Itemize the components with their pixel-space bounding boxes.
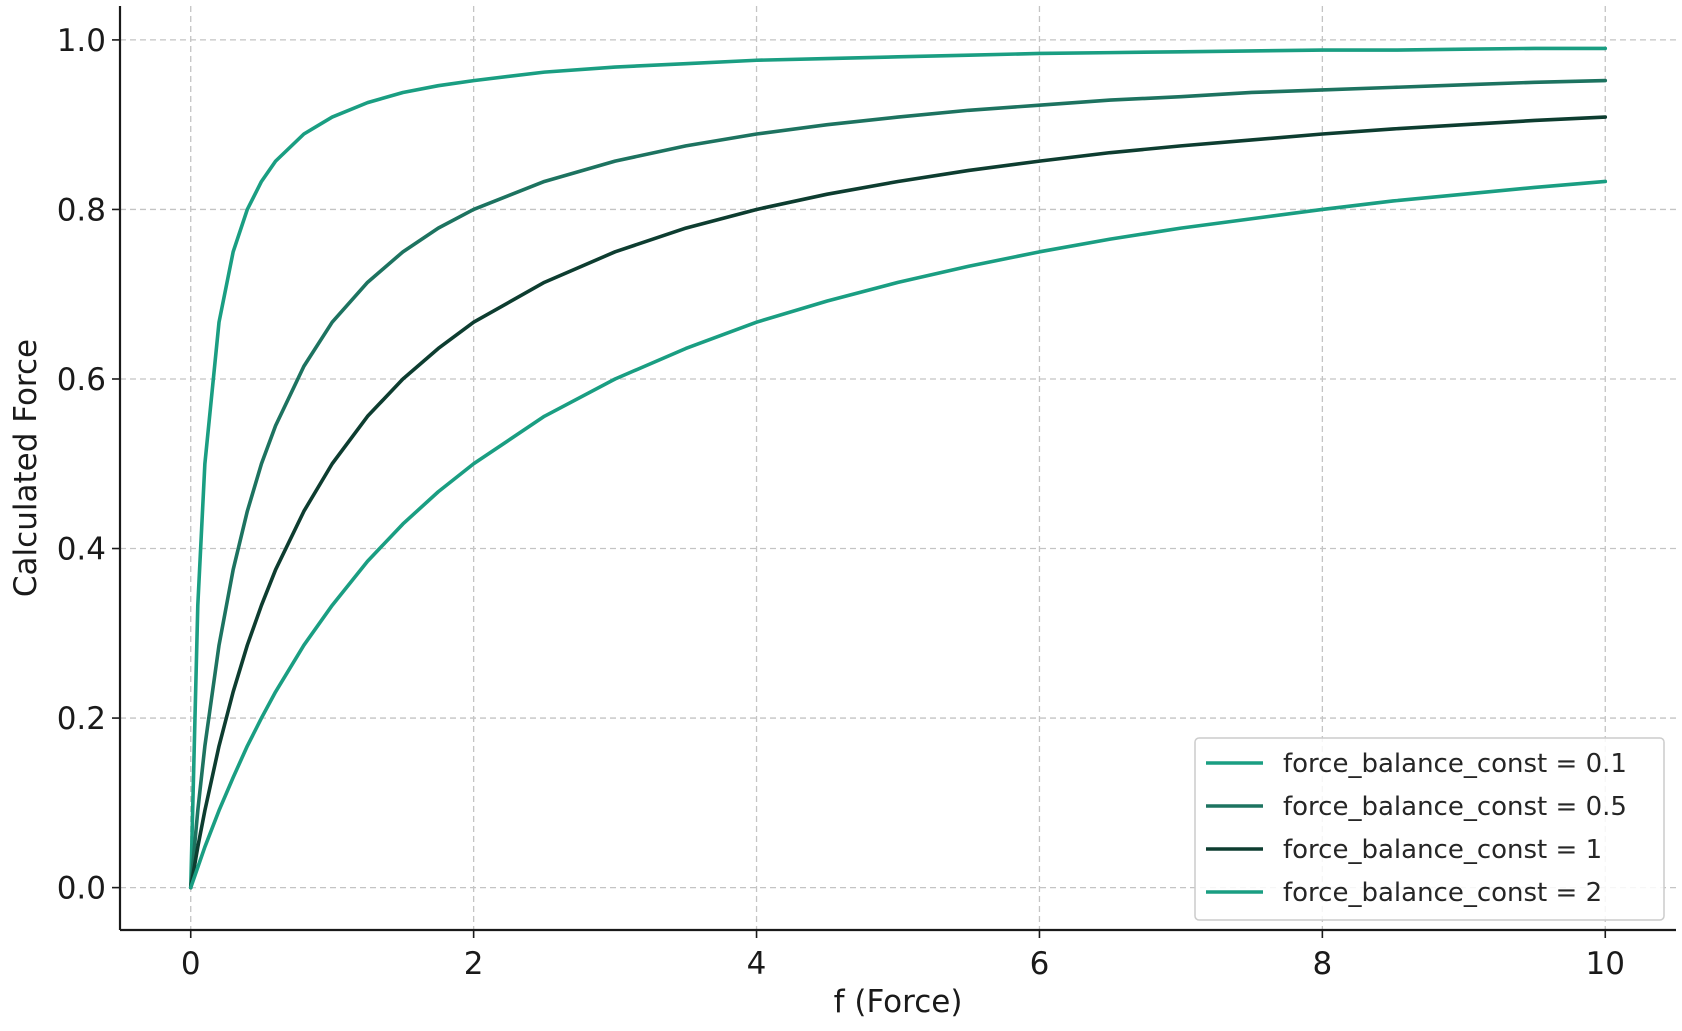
x-tick-label: 2 [464, 946, 484, 982]
y-tick-label: 0.2 [57, 701, 106, 737]
ticks: 0 2 4 6 8 10 0.0 0.2 0.4 0.6 0.8 1.0 [57, 23, 1625, 982]
series-line-3 [188, 115, 1608, 890]
x-tick-label: 6 [1030, 946, 1050, 982]
legend-label-2: force_balance_const = 0.5 [1283, 792, 1627, 822]
y-tick-label: 0.4 [57, 532, 106, 568]
series-line-2 [188, 78, 1608, 890]
y-tick-label: 0.6 [57, 362, 106, 398]
legend-label-3: force_balance_const = 1 [1283, 835, 1602, 865]
x-tick-label: 0 [181, 946, 201, 982]
y-tick-label: 0.0 [57, 871, 106, 907]
legend: force_balance_const = 0.1 force_balance_c… [1194, 737, 1665, 921]
legend-label-1: force_balance_const = 0.1 [1283, 749, 1627, 779]
y-tick-label: 1.0 [57, 23, 106, 59]
legend-box [1194, 737, 1665, 921]
x-axis-label: f (Force) [834, 984, 963, 1020]
legend-label-4: force_balance_const = 2 [1283, 878, 1602, 908]
series-lines [188, 46, 1608, 890]
x-tick-label: 8 [1312, 946, 1332, 982]
series-line-4 [188, 179, 1608, 890]
legend-items: force_balance_const = 0.1 force_balance_c… [1206, 749, 1627, 908]
x-tick-label: 4 [747, 946, 767, 982]
x-tick-label: 10 [1586, 946, 1625, 982]
y-tick-label: 0.8 [57, 192, 106, 228]
series-line-1 [188, 46, 1608, 890]
axes [118, 6, 1676, 932]
y-axis-label: Calculated Force [8, 339, 44, 597]
